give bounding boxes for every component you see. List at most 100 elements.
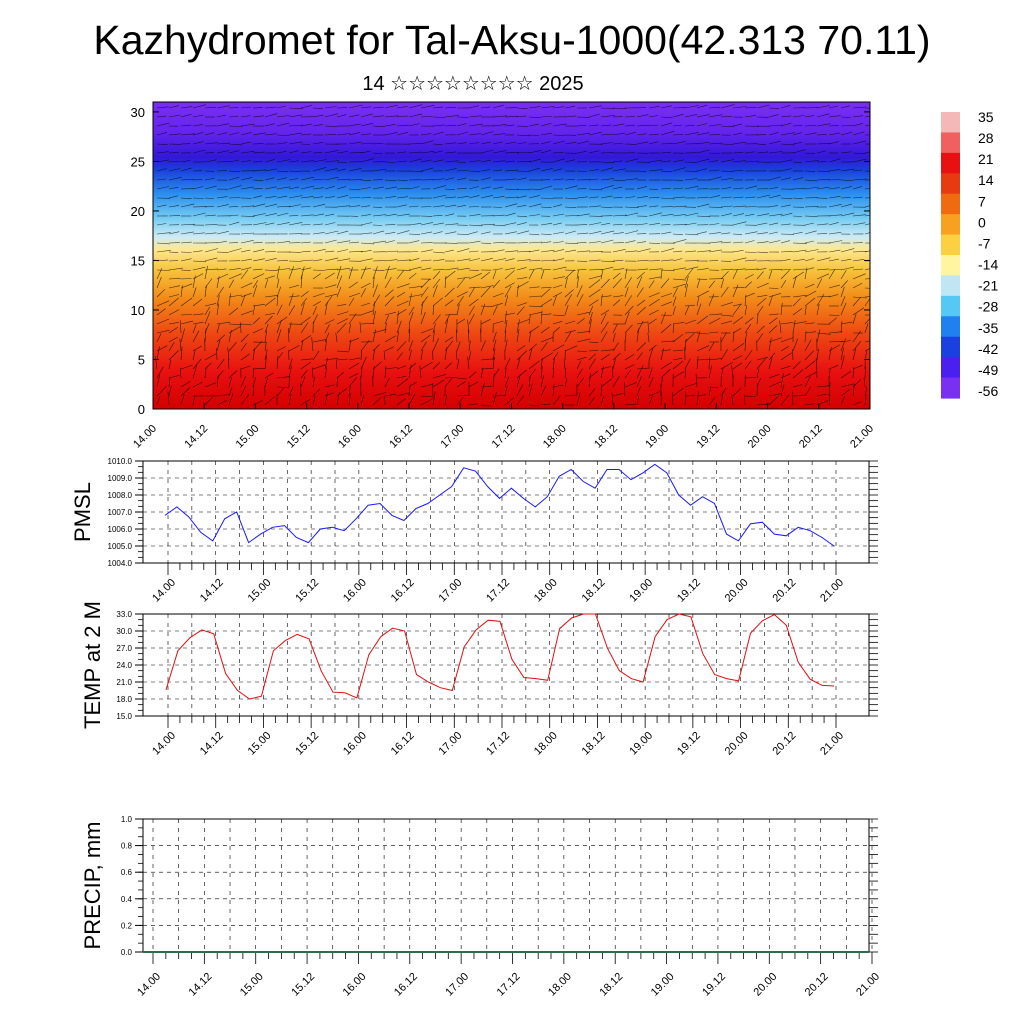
- wind-vector: [480, 386, 492, 388]
- wind-vector: [480, 177, 491, 181]
- y-tick-label: 1005.0: [108, 542, 133, 551]
- x-tick-label: 19.00: [627, 730, 655, 758]
- x-tick-label: 19.12: [675, 730, 703, 758]
- wind-vector: [396, 310, 399, 325]
- wind-vector: [300, 214, 314, 217]
- wind-vector: [300, 322, 309, 334]
- wind-vector: [192, 232, 205, 235]
- wind-vector: [780, 352, 792, 361]
- wind-vector: [708, 313, 723, 316]
- wind-vector: [240, 215, 255, 217]
- wind-vector: [528, 295, 542, 298]
- wind-vector: [804, 331, 807, 343]
- wind-vector: [444, 394, 447, 406]
- wind-vector: [372, 310, 376, 325]
- wind-vector: [252, 273, 265, 280]
- wind-vector: [684, 178, 698, 181]
- wind-vector: [180, 320, 194, 325]
- wind-vector: [492, 268, 503, 271]
- wind-vector: [768, 325, 778, 334]
- wind-vector: [204, 368, 207, 379]
- wind-vector: [300, 259, 314, 262]
- wind-vector: [468, 403, 479, 406]
- y-tick-label: 0.6: [121, 868, 133, 877]
- wind-vector: [324, 323, 330, 334]
- wind-vector: [456, 131, 469, 136]
- wind-vector: [828, 179, 841, 181]
- wind-vector: [276, 105, 287, 109]
- wind-vector: [324, 113, 339, 118]
- wind-vector: [264, 258, 277, 262]
- wind-vector: [168, 114, 181, 118]
- wind-vector: [288, 160, 299, 163]
- wind-vector: [504, 330, 506, 343]
- wind-vector: [288, 266, 294, 280]
- wind-vector: [288, 350, 290, 361]
- x-tick-label: 21.00: [848, 423, 876, 451]
- wind-vector: [624, 287, 629, 298]
- wind-vector: [768, 205, 778, 208]
- wind-vector: [756, 232, 768, 235]
- wind-vector: [588, 259, 601, 262]
- wind-vector: [864, 340, 870, 343]
- wind-vector: [228, 268, 241, 271]
- wind-vector: [636, 107, 647, 109]
- wind-vector: [384, 124, 396, 127]
- wind-vector: [300, 196, 314, 199]
- wind-vector: [480, 285, 494, 289]
- wind-vector: [456, 296, 464, 307]
- wind-vector: [252, 179, 264, 181]
- wind-vector: [660, 130, 675, 136]
- wind-vector: [288, 132, 302, 136]
- wind-vector: [492, 331, 497, 343]
- wind-vector: [216, 231, 229, 235]
- x-tick-label: 21.00: [818, 577, 846, 605]
- wind-vector: [540, 141, 551, 145]
- wind-vector: [564, 249, 577, 253]
- wind-vector: [432, 323, 436, 334]
- wind-vector: [588, 269, 603, 271]
- wind-vector: [744, 338, 746, 352]
- wind-vector: [372, 269, 385, 271]
- wind-vector: [708, 331, 719, 334]
- wind-vector: [744, 294, 747, 307]
- wind-vector: [192, 345, 202, 352]
- wind-vector: [672, 333, 684, 343]
- x-tick-label: 19.00: [649, 971, 677, 999]
- wind-vector: [468, 340, 471, 352]
- wind-vector: [468, 298, 479, 307]
- wind-vector: [684, 338, 687, 352]
- wind-vector: [480, 271, 490, 280]
- wind-vector: [312, 376, 315, 388]
- wind-vector: [744, 106, 757, 109]
- wind-vector: [168, 186, 179, 190]
- wind-vector: [360, 268, 371, 271]
- wind-vector: [492, 160, 506, 163]
- wind-vector: [264, 168, 277, 172]
- wind-vector: [300, 302, 305, 316]
- wind-vector: [468, 105, 479, 109]
- wind-vector: [252, 188, 263, 190]
- wind-vector: [264, 295, 278, 298]
- wind-vector: [648, 268, 662, 271]
- wind-vector: [312, 232, 325, 235]
- wind-vector: [612, 197, 623, 199]
- wind-vector: [336, 186, 346, 190]
- wind-vector: [516, 188, 530, 191]
- wind-vector: [647, 332, 650, 343]
- wind-vector: [720, 232, 731, 235]
- wind-vector: [360, 394, 365, 406]
- wind-vector: [840, 395, 845, 406]
- wind-vector: [492, 115, 507, 118]
- wind-vector: [372, 366, 375, 379]
- wind-vector: [228, 197, 241, 199]
- wind-vector: [612, 272, 621, 280]
- panel-frame: [142, 818, 870, 953]
- wind-vector: [180, 167, 192, 172]
- wind-vector: [612, 123, 625, 127]
- wind-vector: [516, 345, 526, 352]
- wind-vector: [780, 132, 795, 136]
- wind-vector: [720, 104, 735, 109]
- x-tick-label: 16.00: [336, 423, 364, 451]
- wind-vector: [648, 367, 653, 379]
